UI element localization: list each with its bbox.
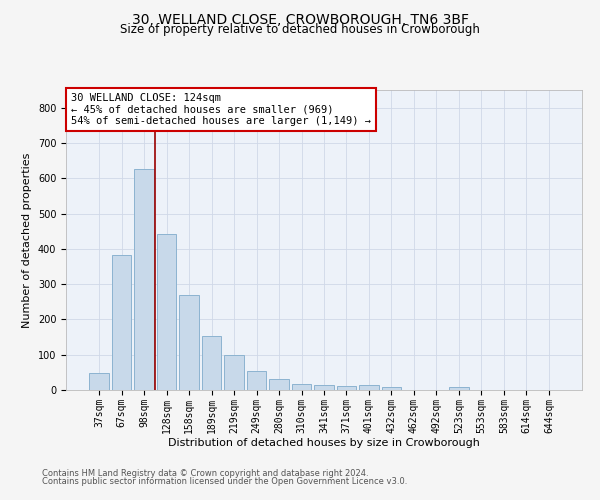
X-axis label: Distribution of detached houses by size in Crowborough: Distribution of detached houses by size … bbox=[168, 438, 480, 448]
Bar bbox=[382, 387, 401, 390]
Bar bbox=[337, 386, 356, 390]
Bar bbox=[89, 374, 109, 390]
Text: Contains HM Land Registry data © Crown copyright and database right 2024.: Contains HM Land Registry data © Crown c… bbox=[42, 468, 368, 477]
Bar bbox=[112, 255, 131, 390]
Bar bbox=[359, 385, 379, 390]
Text: Size of property relative to detached houses in Crowborough: Size of property relative to detached ho… bbox=[120, 24, 480, 36]
Bar bbox=[134, 170, 154, 390]
Text: 30 WELLAND CLOSE: 124sqm
← 45% of detached houses are smaller (969)
54% of semi-: 30 WELLAND CLOSE: 124sqm ← 45% of detach… bbox=[71, 93, 371, 126]
Bar bbox=[314, 384, 334, 390]
Bar bbox=[224, 356, 244, 390]
Bar bbox=[449, 387, 469, 390]
Bar bbox=[292, 384, 311, 390]
Bar bbox=[269, 380, 289, 390]
Text: 30, WELLAND CLOSE, CROWBOROUGH, TN6 3BF: 30, WELLAND CLOSE, CROWBOROUGH, TN6 3BF bbox=[131, 12, 469, 26]
Bar bbox=[179, 296, 199, 390]
Bar bbox=[202, 336, 221, 390]
Bar bbox=[247, 372, 266, 390]
Y-axis label: Number of detached properties: Number of detached properties bbox=[22, 152, 32, 328]
Text: Contains public sector information licensed under the Open Government Licence v3: Contains public sector information licen… bbox=[42, 477, 407, 486]
Bar bbox=[157, 234, 176, 390]
